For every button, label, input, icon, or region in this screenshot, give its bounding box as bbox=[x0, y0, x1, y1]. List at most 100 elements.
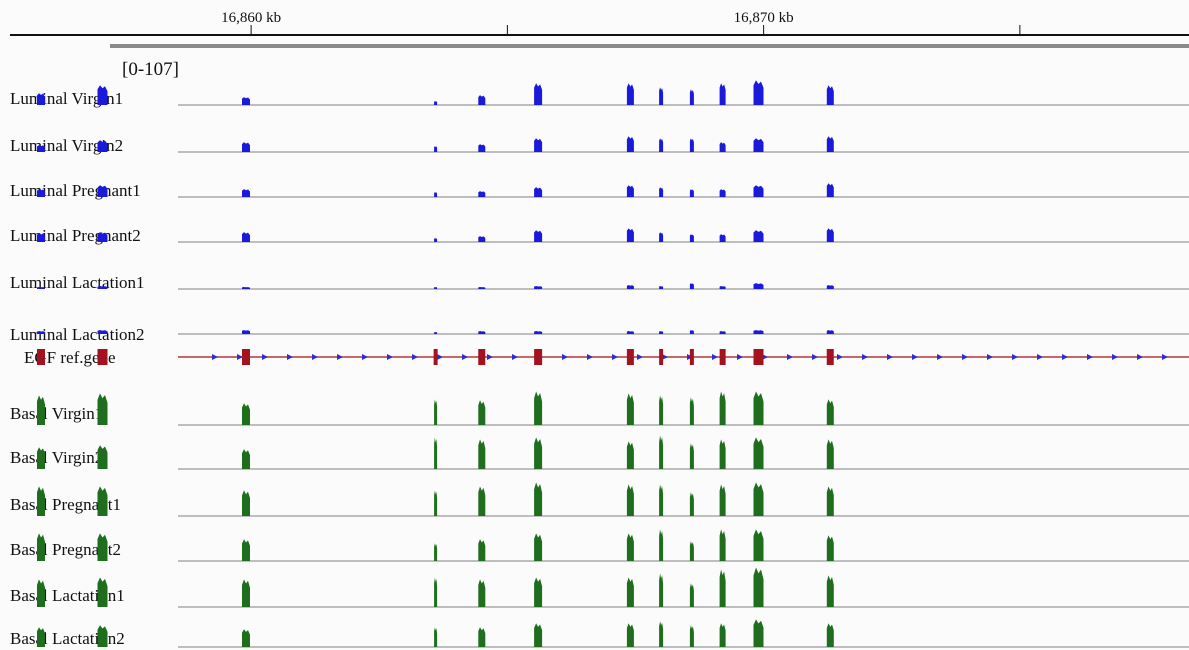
coverage-peak bbox=[242, 97, 250, 105]
coverage-peak bbox=[97, 185, 108, 197]
gene-exon bbox=[433, 349, 438, 365]
coverage-peak bbox=[753, 330, 764, 334]
strand-arrow bbox=[737, 354, 743, 360]
coverage-peak bbox=[626, 285, 634, 289]
ruler-tick-label: 16,870 kb bbox=[734, 10, 794, 26]
coverage-peak bbox=[626, 533, 634, 561]
coverage-peak bbox=[753, 391, 764, 425]
track-list: Luminal Virgin1 Luminal Virgin2 Luminal Pr… bbox=[10, 80, 1189, 648]
coverage-peak bbox=[689, 583, 694, 607]
coverage-peak bbox=[689, 397, 694, 425]
coverage-peak bbox=[626, 228, 634, 242]
track-luminal-lactation1[interactable]: Luminal Lactation1 bbox=[10, 273, 1189, 292]
strand-arrow bbox=[437, 354, 443, 360]
coverage-peak bbox=[534, 577, 543, 607]
track-luminal-pregnant1[interactable]: Luminal Pregnant1 bbox=[10, 181, 1189, 200]
coverage-peak bbox=[97, 140, 108, 152]
coverage-peak bbox=[434, 192, 438, 197]
track-basal-lactation2[interactable]: Basal Lactation2 bbox=[10, 619, 1189, 648]
coverage-peak bbox=[37, 486, 45, 516]
coverage-peak bbox=[242, 330, 250, 334]
coverage-peak bbox=[534, 623, 543, 647]
strand-arrow bbox=[962, 354, 968, 360]
coverage-peak bbox=[626, 441, 634, 469]
coverage-peak bbox=[689, 443, 694, 469]
coverage-peak bbox=[242, 189, 250, 197]
track-label: Luminal Lactation1 bbox=[10, 273, 145, 292]
gene-exon bbox=[242, 349, 250, 365]
coverage-peak bbox=[97, 286, 108, 289]
track-label: Luminal Lactation2 bbox=[10, 325, 145, 344]
coverage-peak bbox=[242, 579, 250, 607]
coverage-peak bbox=[242, 287, 250, 289]
gene-track[interactable]: EGF ref.gene bbox=[24, 348, 1189, 367]
coverage-peak bbox=[37, 93, 45, 105]
coverage-peak bbox=[826, 285, 834, 289]
track-label: Basal Lactation1 bbox=[10, 586, 125, 605]
strand-arrow bbox=[1012, 354, 1018, 360]
strand-arrow bbox=[287, 354, 293, 360]
coverage-peak bbox=[478, 236, 486, 242]
track-label: Luminal Pregnant1 bbox=[10, 181, 141, 200]
track-basal-pregnant1[interactable]: Basal Pregnant1 bbox=[10, 482, 1189, 517]
coverage-peak bbox=[434, 332, 438, 334]
coverage-peak bbox=[719, 623, 726, 647]
data-range-label: [0-107] bbox=[122, 59, 179, 80]
coverage-peak bbox=[719, 529, 726, 561]
strand-arrow bbox=[337, 354, 343, 360]
coverage-peak bbox=[826, 136, 834, 152]
track-basal-virgin1[interactable]: Basal Virgin1 bbox=[10, 391, 1189, 426]
gene-exon bbox=[826, 349, 834, 365]
coverage-peak bbox=[37, 579, 45, 607]
coverage-peak bbox=[626, 577, 634, 607]
coverage-peak bbox=[97, 533, 108, 561]
coverage-peak bbox=[719, 83, 726, 105]
coverage-peak bbox=[37, 395, 45, 425]
coverage-peak bbox=[626, 393, 634, 425]
coverage-peak bbox=[659, 87, 664, 105]
strand-arrow bbox=[312, 354, 318, 360]
coverage-peak bbox=[689, 138, 694, 152]
coverage-peak bbox=[534, 286, 543, 289]
track-label: Luminal Pregnant2 bbox=[10, 226, 141, 245]
coverage-peak bbox=[37, 189, 45, 197]
coverage-peak bbox=[478, 579, 486, 607]
coverage-peak bbox=[534, 391, 543, 425]
gene-exon bbox=[753, 349, 764, 365]
strand-arrow bbox=[1087, 354, 1093, 360]
coverage-peak bbox=[97, 486, 108, 516]
coverage-peak bbox=[753, 619, 764, 647]
coverage-peak bbox=[626, 484, 634, 516]
coverage-peak bbox=[478, 539, 486, 561]
coverage-peak bbox=[434, 101, 438, 105]
coverage-peak bbox=[434, 490, 438, 516]
coverage-peak bbox=[478, 191, 486, 197]
coverage-peak bbox=[659, 331, 664, 334]
strand-arrow bbox=[987, 354, 993, 360]
track-luminal-lactation2[interactable]: Luminal Lactation2 bbox=[10, 325, 1189, 344]
track-luminal-virgin2[interactable]: Luminal Virgin2 bbox=[10, 136, 1189, 155]
track-luminal-pregnant2[interactable]: Luminal Pregnant2 bbox=[10, 226, 1189, 245]
strand-arrow bbox=[862, 354, 868, 360]
track-luminal-virgin1[interactable]: Luminal Virgin1 bbox=[10, 80, 1189, 108]
strand-arrow bbox=[887, 354, 893, 360]
coverage-peak bbox=[434, 543, 438, 561]
coverage-peak bbox=[37, 533, 45, 561]
coverage-peak bbox=[753, 80, 764, 105]
coverage-peak bbox=[719, 189, 726, 197]
coverage-peak bbox=[689, 89, 694, 105]
coverage-peak bbox=[478, 144, 486, 152]
track-basal-lactation1[interactable]: Basal Lactation1 bbox=[10, 567, 1189, 608]
gene-exon bbox=[97, 349, 108, 365]
coverage-peak bbox=[37, 233, 45, 242]
track-basal-virgin2[interactable]: Basal Virgin2 bbox=[10, 435, 1189, 470]
coverage-peak bbox=[242, 629, 250, 647]
coverage-peak bbox=[626, 185, 634, 197]
coverage-peak bbox=[434, 238, 438, 242]
coverage-peak bbox=[753, 529, 764, 561]
coverage-peak bbox=[478, 287, 486, 289]
coverage-peak bbox=[719, 569, 726, 607]
track-basal-pregnant2[interactable]: Basal Pregnant2 bbox=[10, 529, 1189, 562]
